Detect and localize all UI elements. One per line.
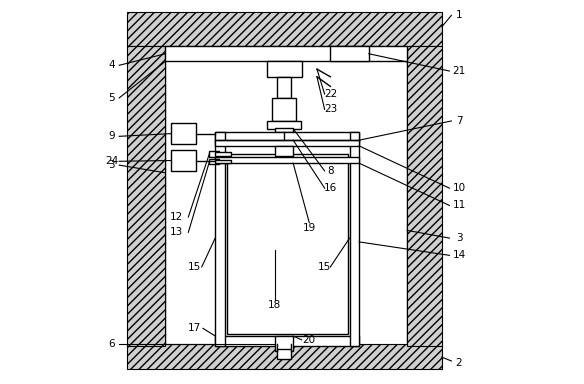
Text: 23: 23 (324, 104, 337, 114)
Bar (277, 349, 291, 359)
Bar (277, 77, 291, 98)
Text: 21: 21 (453, 66, 465, 76)
Bar (274, 146, 293, 156)
Bar (331, 46, 369, 61)
Bar (215, 140, 359, 146)
Text: 18: 18 (268, 300, 281, 310)
Text: 15: 15 (187, 262, 201, 272)
Bar (407, 46, 442, 346)
Text: 8: 8 (327, 166, 333, 176)
Bar (165, 46, 407, 346)
Text: 13: 13 (170, 227, 183, 237)
Text: 1: 1 (456, 10, 463, 20)
Text: 15: 15 (318, 262, 331, 272)
Text: 16: 16 (324, 183, 337, 193)
Text: 5: 5 (108, 93, 115, 103)
Bar (350, 132, 359, 346)
Text: 14: 14 (453, 250, 465, 260)
Text: 6: 6 (108, 339, 115, 349)
Text: 22: 22 (324, 89, 337, 99)
Text: 4: 4 (108, 60, 115, 70)
Text: 17: 17 (187, 323, 201, 333)
Bar (127, 46, 165, 346)
Bar (127, 12, 442, 46)
Bar (215, 157, 359, 163)
Bar (165, 46, 407, 61)
Bar (215, 132, 359, 142)
Text: 3: 3 (456, 233, 463, 243)
Text: 2: 2 (456, 358, 463, 368)
Text: 12: 12 (170, 212, 183, 222)
Bar (215, 336, 359, 346)
Bar (267, 61, 301, 77)
Text: 11: 11 (453, 200, 465, 210)
Bar (127, 344, 442, 369)
Text: 7: 7 (456, 116, 463, 126)
Bar (210, 159, 219, 164)
Bar (215, 160, 231, 163)
Text: 24: 24 (105, 156, 118, 166)
Bar (274, 336, 293, 351)
Text: 10: 10 (453, 183, 465, 193)
Text: 9: 9 (108, 131, 115, 141)
Bar (274, 128, 293, 132)
Bar (210, 151, 219, 157)
Text: 19: 19 (303, 223, 316, 233)
Bar (267, 121, 301, 129)
Bar (227, 154, 347, 334)
Bar (272, 98, 296, 121)
Bar (171, 150, 196, 171)
Bar (215, 152, 231, 156)
Bar (171, 123, 196, 144)
Text: 20: 20 (303, 335, 316, 345)
Text: 3: 3 (108, 160, 115, 170)
Bar (215, 132, 225, 346)
